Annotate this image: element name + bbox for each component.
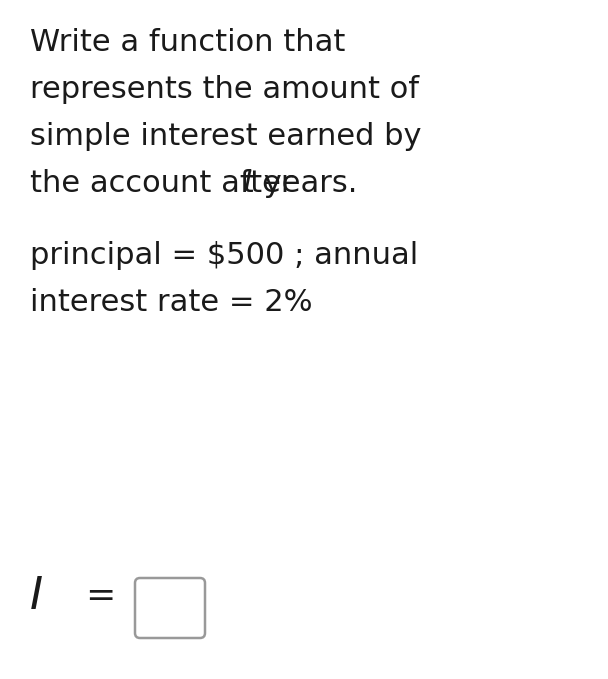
Text: years.: years.	[254, 169, 358, 198]
Text: =: =	[85, 579, 116, 613]
Text: interest rate = 2%: interest rate = 2%	[30, 288, 313, 317]
Text: the account after: the account after	[30, 169, 303, 198]
Text: Write a function that: Write a function that	[30, 28, 345, 57]
Text: represents the amount of: represents the amount of	[30, 75, 419, 104]
Text: simple interest earned by: simple interest earned by	[30, 122, 421, 151]
Text: t: t	[242, 169, 254, 198]
FancyBboxPatch shape	[135, 578, 205, 638]
Text: principal = $500 ; annual: principal = $500 ; annual	[30, 241, 418, 270]
Text: I: I	[30, 575, 43, 618]
